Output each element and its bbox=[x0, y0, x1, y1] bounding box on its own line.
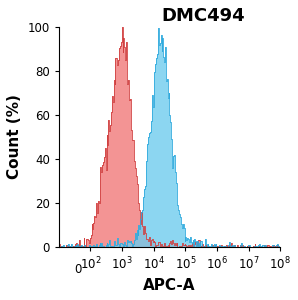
Y-axis label: Count (%): Count (%) bbox=[7, 94, 22, 179]
X-axis label: APC-A: APC-A bbox=[143, 278, 196, 293]
Title: DMC494: DMC494 bbox=[161, 7, 245, 25]
Text: 0: 0 bbox=[74, 263, 81, 276]
